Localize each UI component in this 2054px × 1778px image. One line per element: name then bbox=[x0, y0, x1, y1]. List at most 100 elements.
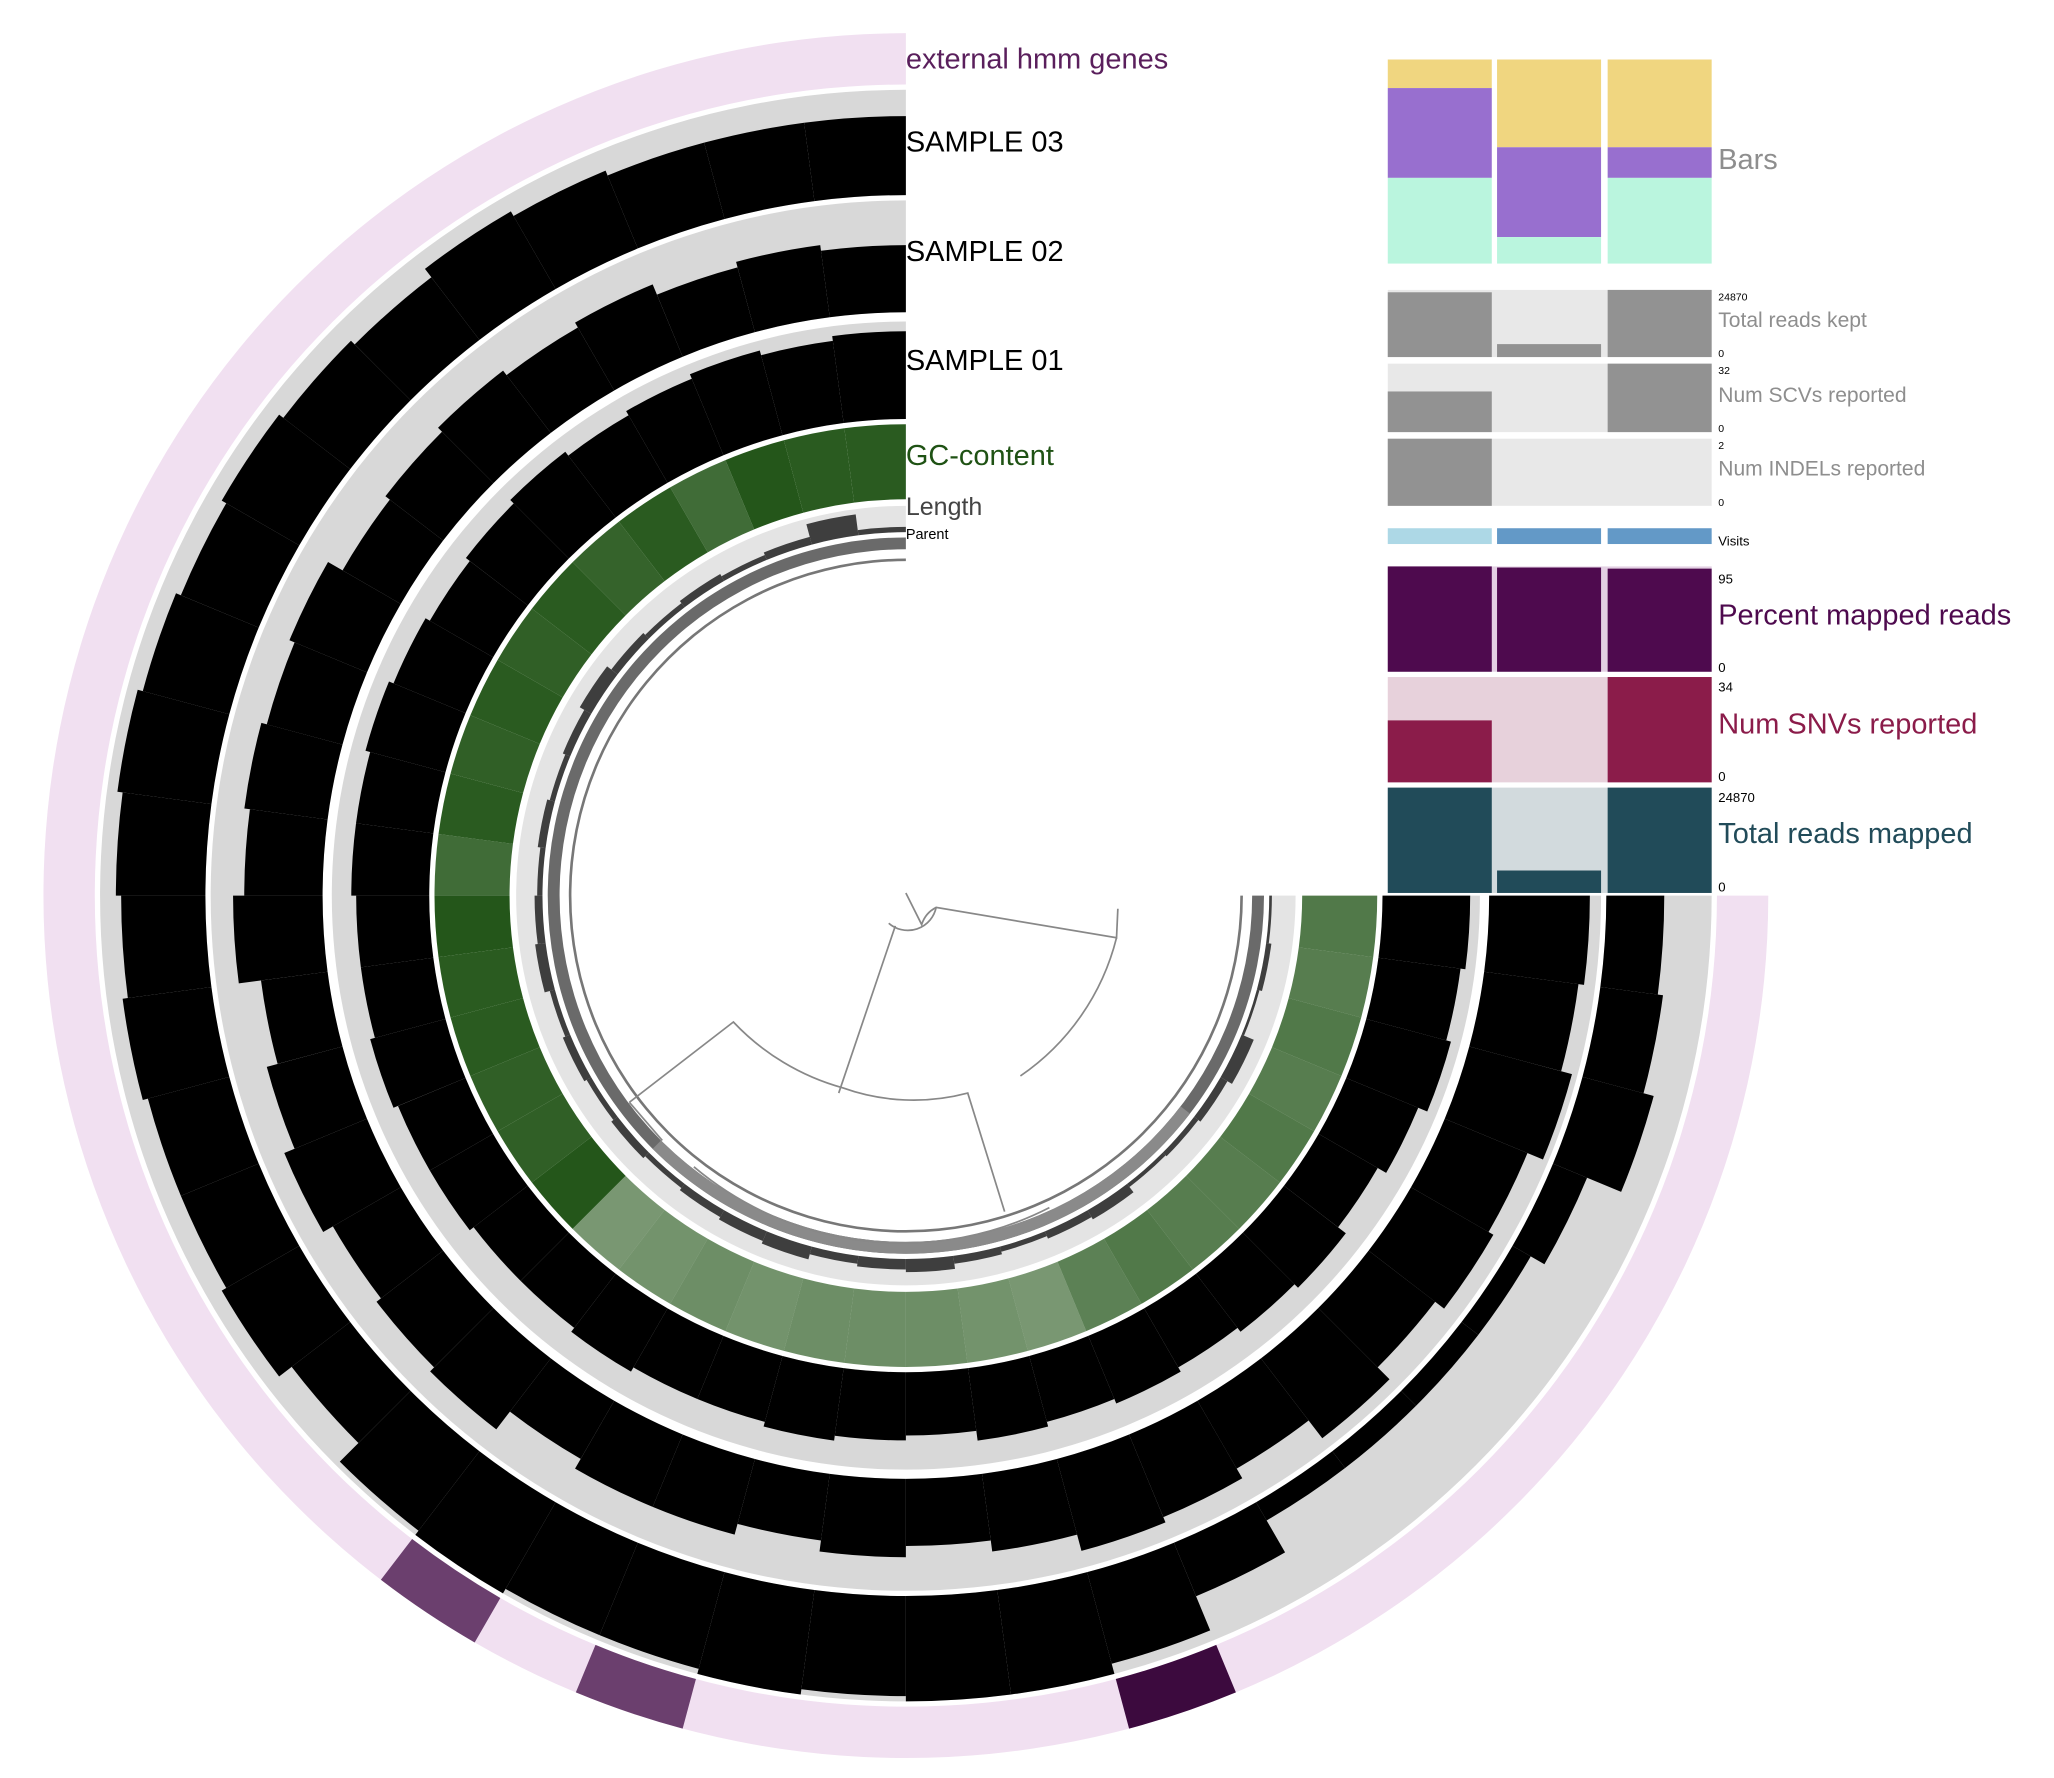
stacked-bar-segment[interactable] bbox=[1607, 147, 1712, 178]
num-scvs-bar[interactable] bbox=[1387, 391, 1492, 433]
sample01-bar[interactable] bbox=[520, 1232, 616, 1328]
visits-cell[interactable] bbox=[1387, 528, 1492, 545]
total-reads-kept-bar[interactable] bbox=[1497, 344, 1602, 358]
sample01-bar[interactable] bbox=[568, 415, 668, 518]
external-hmm-hit[interactable] bbox=[575, 1644, 696, 1729]
sample01-bar[interactable] bbox=[429, 560, 528, 658]
sample01-bar[interactable] bbox=[633, 1308, 724, 1399]
sample01-bar[interactable] bbox=[510, 451, 616, 559]
sample02-bar[interactable] bbox=[289, 561, 401, 673]
sample03-bar[interactable] bbox=[339, 1390, 480, 1531]
length-bar[interactable] bbox=[586, 1077, 618, 1121]
gc-content-cell[interactable] bbox=[470, 659, 563, 744]
length-bar[interactable] bbox=[1127, 1152, 1166, 1188]
length-bar[interactable] bbox=[718, 1210, 767, 1242]
sample03-bar[interactable] bbox=[1461, 1245, 1531, 1335]
length-bar[interactable] bbox=[1162, 1116, 1199, 1157]
gc-content-cell[interactable] bbox=[957, 1278, 1028, 1363]
sample01-bar[interactable] bbox=[360, 957, 446, 1038]
sample03-bar[interactable] bbox=[424, 211, 556, 340]
length-bar[interactable] bbox=[549, 989, 571, 1037]
parent-ring-segment[interactable] bbox=[652, 1106, 1190, 1254]
gc-content-cell[interactable] bbox=[905, 1288, 968, 1367]
sample03-bar[interactable] bbox=[221, 1245, 351, 1377]
sample01-bar[interactable] bbox=[832, 331, 906, 424]
sample02-bar[interactable] bbox=[575, 1400, 683, 1507]
sample02-bar[interactable] bbox=[266, 642, 367, 745]
sample01-bar[interactable] bbox=[626, 378, 724, 483]
sample03-bar[interactable] bbox=[122, 987, 230, 1101]
length-bar[interactable] bbox=[611, 633, 649, 675]
sample02-bar[interactable] bbox=[284, 1118, 401, 1232]
gc-content-cell[interactable] bbox=[725, 440, 804, 530]
visits-cell[interactable] bbox=[1607, 528, 1712, 545]
length-bar[interactable] bbox=[579, 666, 618, 714]
sample03-bar[interactable] bbox=[180, 503, 300, 628]
sample01-bar[interactable] bbox=[356, 752, 446, 834]
sample02-bar[interactable] bbox=[430, 1308, 551, 1430]
sample02-bar[interactable] bbox=[438, 370, 551, 484]
sample01-bar[interactable] bbox=[905, 1368, 977, 1436]
sample01-bar[interactable] bbox=[1088, 1308, 1181, 1404]
sample03-bar[interactable] bbox=[599, 1542, 725, 1669]
length-bar[interactable] bbox=[1044, 1210, 1092, 1239]
stacked-bar-segment[interactable] bbox=[1607, 59, 1712, 148]
sample01-bar[interactable] bbox=[834, 1368, 906, 1441]
length-bar[interactable] bbox=[761, 1231, 812, 1260]
length-bar[interactable] bbox=[857, 1255, 906, 1270]
total-reads-mapped-bar[interactable] bbox=[1497, 870, 1602, 893]
length-bar[interactable] bbox=[535, 943, 555, 993]
visits-cell[interactable] bbox=[1497, 528, 1602, 545]
sample03-bar[interactable] bbox=[117, 689, 230, 805]
gc-content-cell[interactable] bbox=[1249, 1047, 1342, 1132]
sample03-bar[interactable] bbox=[513, 170, 638, 289]
gc-content-cell[interactable] bbox=[438, 773, 524, 844]
gc-content-cell[interactable] bbox=[1186, 1136, 1280, 1229]
length-bar[interactable] bbox=[809, 1246, 859, 1264]
sample02-bar[interactable] bbox=[244, 809, 328, 896]
gc-content-cell[interactable] bbox=[1057, 1238, 1142, 1332]
stacked-bar-segment[interactable] bbox=[1497, 237, 1602, 264]
sample02-bar[interactable] bbox=[244, 722, 343, 820]
sample01-bar[interactable] bbox=[1144, 1273, 1238, 1368]
gc-content-cell[interactable] bbox=[450, 715, 540, 794]
num-snvs-bar[interactable] bbox=[1607, 677, 1712, 783]
sample02-bar[interactable] bbox=[332, 1187, 444, 1299]
length-bar[interactable] bbox=[549, 754, 571, 802]
sample01-bar[interactable] bbox=[1242, 1185, 1346, 1288]
total-reads-kept-bar[interactable] bbox=[1387, 292, 1492, 358]
sample03-bar[interactable] bbox=[221, 414, 351, 546]
sample01-bar[interactable] bbox=[356, 895, 434, 968]
sample01-bar[interactable] bbox=[1029, 1335, 1115, 1422]
sample02-bar[interactable] bbox=[1129, 1400, 1243, 1518]
gc-content-cell[interactable] bbox=[670, 1238, 755, 1332]
sample01-bar[interactable] bbox=[365, 681, 466, 773]
sample01-bar[interactable] bbox=[465, 503, 569, 606]
total-reads-kept-bar[interactable] bbox=[1607, 289, 1712, 358]
sample02-bar[interactable] bbox=[1197, 1358, 1309, 1469]
gc-content-cell[interactable] bbox=[1288, 947, 1374, 1018]
length-bar[interactable] bbox=[611, 1116, 649, 1159]
sample03-bar[interactable] bbox=[1256, 1451, 1346, 1521]
gc-content-cell[interactable] bbox=[438, 947, 524, 1018]
sample01-bar[interactable] bbox=[398, 1077, 494, 1171]
sample03-bar[interactable] bbox=[607, 142, 725, 249]
stacked-bar-segment[interactable] bbox=[1497, 59, 1602, 148]
total-reads-mapped-bar[interactable] bbox=[1607, 787, 1712, 893]
sample03-bar[interactable] bbox=[121, 895, 212, 999]
sample03-bar[interactable] bbox=[354, 277, 480, 401]
external-hmm-hit[interactable] bbox=[1115, 1644, 1236, 1729]
sample02-bar[interactable] bbox=[260, 971, 343, 1064]
sample02-bar[interactable] bbox=[905, 1473, 991, 1547]
gc-content-cell[interactable] bbox=[531, 1136, 626, 1229]
stacked-bar-segment[interactable] bbox=[1387, 88, 1492, 178]
sample02-bar[interactable] bbox=[820, 245, 906, 318]
gc-content-cell[interactable] bbox=[450, 998, 540, 1076]
gc-content-cell[interactable] bbox=[497, 1093, 592, 1183]
sample03-bar[interactable] bbox=[804, 116, 906, 202]
length-bar[interactable] bbox=[721, 554, 767, 581]
sample03-bar[interactable] bbox=[1600, 895, 1665, 995]
stacked-bar-segment[interactable] bbox=[1607, 177, 1712, 264]
sample03-bar[interactable] bbox=[283, 340, 411, 470]
sample03-bar[interactable] bbox=[115, 792, 212, 896]
